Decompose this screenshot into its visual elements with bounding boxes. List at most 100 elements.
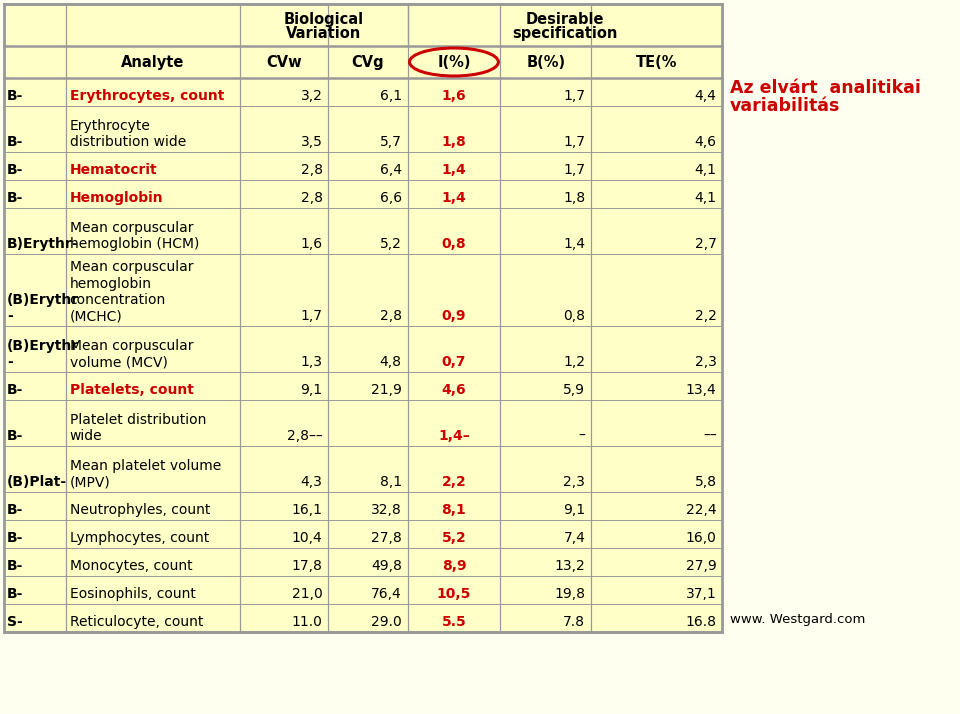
- Text: 10,4: 10,4: [292, 531, 323, 545]
- Text: 1,4: 1,4: [442, 191, 467, 205]
- Text: 1,6: 1,6: [442, 89, 467, 103]
- Text: 2,8: 2,8: [380, 309, 402, 323]
- Text: variabilitás: variabilitás: [731, 97, 841, 115]
- Text: 7,4: 7,4: [564, 531, 586, 545]
- Text: 0,7: 0,7: [442, 355, 467, 369]
- Text: 13,2: 13,2: [555, 559, 586, 573]
- Text: 29.0: 29.0: [372, 615, 402, 629]
- Text: 8,1: 8,1: [442, 503, 467, 517]
- Text: 2,8––: 2,8––: [287, 429, 323, 443]
- Text: 6,6: 6,6: [379, 191, 402, 205]
- Text: Mean corpuscular
volume (MCV): Mean corpuscular volume (MCV): [69, 339, 193, 369]
- Text: Hemoglobin: Hemoglobin: [69, 191, 163, 205]
- Text: B-: B-: [7, 89, 23, 103]
- Text: (B)Erythr
-: (B)Erythr -: [7, 339, 79, 369]
- Text: 4,1: 4,1: [695, 163, 717, 177]
- Text: Erythrocytes, count: Erythrocytes, count: [69, 89, 224, 103]
- Text: 2,2: 2,2: [442, 475, 467, 489]
- Text: 22,4: 22,4: [686, 503, 717, 517]
- Text: 76,4: 76,4: [372, 587, 402, 601]
- Text: 32,8: 32,8: [372, 503, 402, 517]
- Text: 9,1: 9,1: [300, 383, 323, 397]
- Text: 17,8: 17,8: [292, 559, 323, 573]
- Text: 4,1: 4,1: [695, 191, 717, 205]
- Text: 4,6: 4,6: [442, 383, 467, 397]
- Text: Desirable: Desirable: [526, 11, 604, 26]
- Text: Biological: Biological: [283, 11, 364, 26]
- Text: 16.8: 16.8: [685, 615, 717, 629]
- Text: 8,1: 8,1: [379, 475, 402, 489]
- Text: 5,2: 5,2: [442, 531, 467, 545]
- Text: 2,2: 2,2: [695, 309, 717, 323]
- Text: 2,3: 2,3: [695, 355, 717, 369]
- Text: Monocytes, count: Monocytes, count: [69, 559, 192, 573]
- Text: B)Erythr-: B)Erythr-: [7, 237, 79, 251]
- Text: 16,1: 16,1: [292, 503, 323, 517]
- Text: 2,7: 2,7: [695, 237, 717, 251]
- Text: Mean corpuscular
hemoglobin
concentration
(MCHC): Mean corpuscular hemoglobin concentratio…: [69, 261, 193, 323]
- Text: 5,2: 5,2: [380, 237, 402, 251]
- Text: 37,1: 37,1: [685, 587, 717, 601]
- Text: TE(%: TE(%: [636, 54, 678, 69]
- Bar: [4, 4, 723, 632]
- Text: B-: B-: [7, 383, 23, 397]
- Text: 21,9: 21,9: [371, 383, 402, 397]
- Text: Mean platelet volume
(MPV): Mean platelet volume (MPV): [69, 459, 221, 489]
- Text: B(%): B(%): [526, 54, 565, 69]
- Text: B-: B-: [7, 559, 23, 573]
- Text: CVw: CVw: [266, 54, 301, 69]
- Text: 5.5: 5.5: [442, 615, 467, 629]
- Text: 49,8: 49,8: [371, 559, 402, 573]
- Text: B-: B-: [7, 135, 23, 149]
- Text: www. Westgard.com: www. Westgard.com: [731, 613, 866, 626]
- Text: 4,3: 4,3: [300, 475, 323, 489]
- Text: 7.8: 7.8: [564, 615, 586, 629]
- Text: 1,3: 1,3: [300, 355, 323, 369]
- Bar: [4, 4, 723, 632]
- Text: 4,4: 4,4: [695, 89, 717, 103]
- Text: 5,9: 5,9: [564, 383, 586, 397]
- Text: 1,7: 1,7: [564, 163, 586, 177]
- Text: 3,5: 3,5: [300, 135, 323, 149]
- Text: 1,4: 1,4: [442, 163, 467, 177]
- Text: B-: B-: [7, 531, 23, 545]
- Text: B-: B-: [7, 503, 23, 517]
- Text: 11.0: 11.0: [292, 615, 323, 629]
- Text: Variation: Variation: [286, 26, 361, 41]
- Text: 19,8: 19,8: [554, 587, 586, 601]
- Text: 6,1: 6,1: [379, 89, 402, 103]
- Text: B-: B-: [7, 429, 23, 443]
- Text: (B)Plat-: (B)Plat-: [7, 475, 67, 489]
- Text: –: –: [579, 429, 586, 443]
- Text: ––: ––: [703, 429, 717, 443]
- Text: 0,8: 0,8: [442, 237, 467, 251]
- Text: 10,5: 10,5: [437, 587, 471, 601]
- Text: 13,4: 13,4: [685, 383, 717, 397]
- Text: 1,4: 1,4: [564, 237, 586, 251]
- Text: S-: S-: [7, 615, 22, 629]
- Text: B-: B-: [7, 163, 23, 177]
- Text: I(%): I(%): [437, 54, 470, 69]
- Text: 1,2: 1,2: [564, 355, 586, 369]
- Text: specification: specification: [513, 26, 617, 41]
- Text: 4,6: 4,6: [695, 135, 717, 149]
- Text: 2,8: 2,8: [300, 191, 323, 205]
- Text: 27,9: 27,9: [685, 559, 717, 573]
- Text: 0,8: 0,8: [564, 309, 586, 323]
- Text: 2,3: 2,3: [564, 475, 586, 489]
- Text: 16,0: 16,0: [685, 531, 717, 545]
- Text: B-: B-: [7, 587, 23, 601]
- Text: Lymphocytes, count: Lymphocytes, count: [69, 531, 208, 545]
- Text: CVg: CVg: [351, 54, 384, 69]
- Text: 1,4–: 1,4–: [438, 429, 469, 443]
- Text: 2,8: 2,8: [300, 163, 323, 177]
- Text: Erythrocyte
distribution wide: Erythrocyte distribution wide: [69, 119, 186, 149]
- Text: 21,0: 21,0: [292, 587, 323, 601]
- Text: 27,8: 27,8: [372, 531, 402, 545]
- Text: 1,7: 1,7: [564, 135, 586, 149]
- Text: Platelets, count: Platelets, count: [69, 383, 193, 397]
- Text: B-: B-: [7, 191, 23, 205]
- Text: Neutrophyles, count: Neutrophyles, count: [69, 503, 210, 517]
- Text: 0,9: 0,9: [442, 309, 467, 323]
- Text: Analyte: Analyte: [121, 54, 184, 69]
